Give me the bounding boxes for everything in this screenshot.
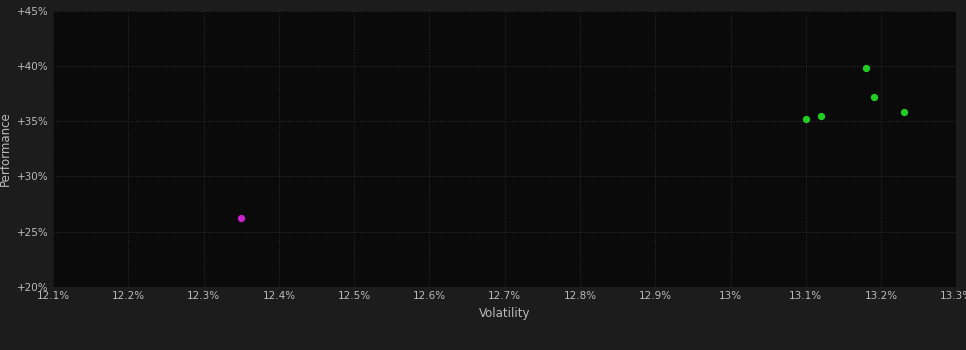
Point [798, 116, 813, 122]
Point [859, 65, 874, 71]
Point [234, 216, 249, 221]
X-axis label: Volatility: Volatility [479, 307, 530, 320]
Point [866, 94, 881, 99]
Y-axis label: Performance: Performance [0, 111, 12, 186]
Point [895, 110, 911, 115]
Point [813, 113, 829, 118]
